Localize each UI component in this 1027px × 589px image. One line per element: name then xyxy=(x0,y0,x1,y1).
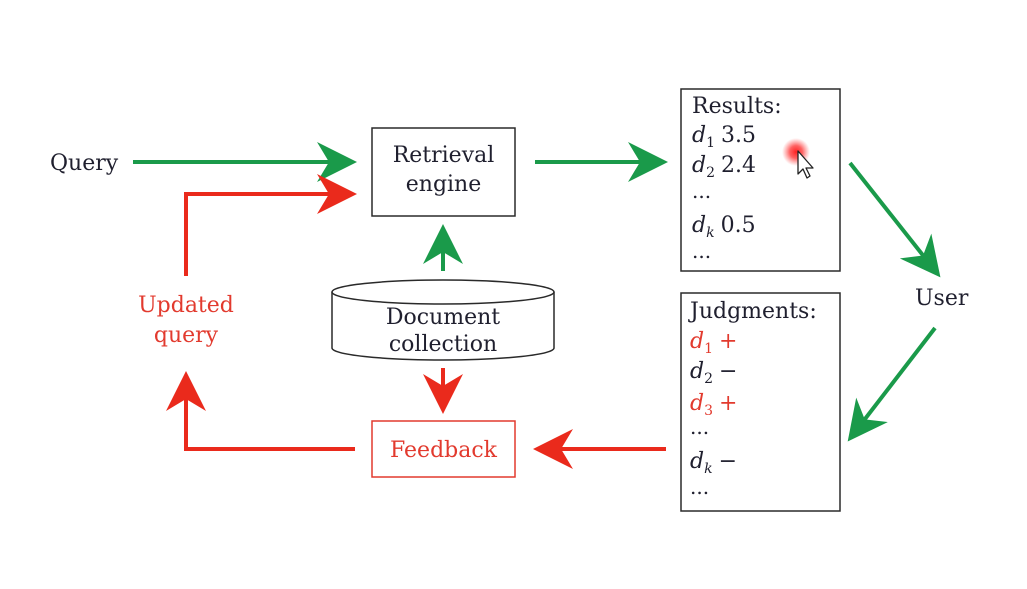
arrow-updated-query-to-engine xyxy=(184,174,357,276)
svg-text:d3+: d3 + xyxy=(690,391,737,419)
retrieval-engine-box: Retrieval engine xyxy=(371,127,516,217)
document-collection-label-line2: collection xyxy=(389,332,497,357)
svg-text:dk−: dk − xyxy=(690,449,737,477)
svg-text:d13.5: d1 3.5 xyxy=(692,123,756,151)
results-row-1: d1 3.5 xyxy=(692,123,756,151)
feedback-label: Feedback xyxy=(390,438,498,463)
document-collection-label-line1: Document xyxy=(386,305,500,330)
query-label: Query xyxy=(50,151,119,176)
retrieval-engine-label-line1: Retrieval xyxy=(393,143,495,168)
arrow-user-to-judgments xyxy=(847,326,937,442)
svg-text:d22.4: d2 2.4 xyxy=(692,153,756,181)
judgments-ellipsis-2: ... xyxy=(690,475,709,499)
results-row-2: d2 2.4 xyxy=(692,153,756,181)
user-label: User xyxy=(915,286,969,311)
document-collection-cylinder: Document collection xyxy=(331,279,555,361)
updated-query-label-line2: query xyxy=(154,323,219,348)
judgments-row-2: d2− xyxy=(690,359,737,387)
results-ellipsis-1: ... xyxy=(692,179,711,203)
judgments-row-1: d1 + xyxy=(690,329,737,357)
updated-query-label-line1: Updated xyxy=(138,293,234,318)
feedback-box: Feedback xyxy=(371,420,516,478)
results-title: Results: xyxy=(692,94,782,119)
judgments-box: Judgments: d1 + d2− d3 + ... dk − ... xyxy=(680,292,841,512)
results-row-k: dk 0.5 xyxy=(692,213,756,241)
judgments-row-k: dk − xyxy=(690,449,737,477)
results-ellipsis-2: ... xyxy=(692,239,711,263)
svg-text:d2−: d2− xyxy=(690,359,737,387)
svg-text:dk0.5: dk 0.5 xyxy=(692,213,756,241)
arrow-results-to-user xyxy=(848,161,941,278)
svg-text:d1+: d1 + xyxy=(690,329,737,357)
judgments-title: Judgments: xyxy=(688,299,817,324)
mouse-pointer-icon xyxy=(797,150,814,179)
judgments-ellipsis-1: ... xyxy=(690,415,709,439)
judgments-row-3: d3 + xyxy=(690,391,737,419)
results-box: Results: d1 3.5 d2 2.4 ... dk 0.5 ... xyxy=(680,88,841,272)
retrieval-engine-label-line2: engine xyxy=(406,172,482,197)
arrow-feedback-to-updated-query xyxy=(166,371,355,451)
